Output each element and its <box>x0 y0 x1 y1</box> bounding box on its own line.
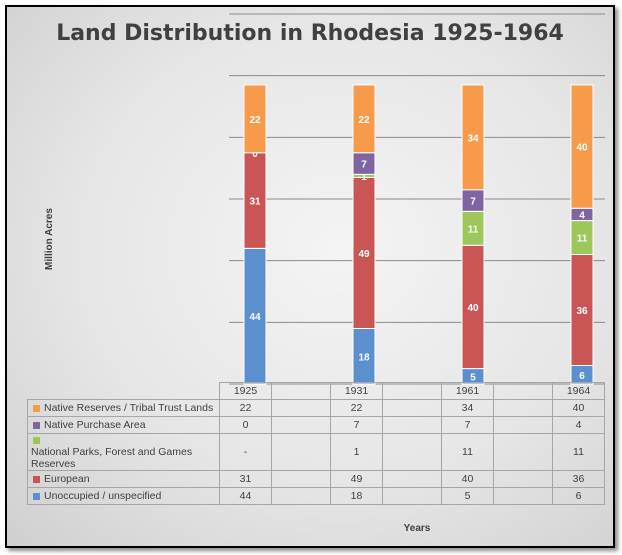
table-spacer <box>493 470 553 488</box>
data-label: 18 <box>358 352 370 363</box>
legend-swatch <box>33 492 40 500</box>
data-label: 31 <box>249 197 261 208</box>
table-spacer <box>271 487 331 505</box>
data-label: 7 <box>361 160 367 171</box>
bar-segment <box>352 84 376 154</box>
table-row: Native Reserves / Tribal Trust Lands 22 22… <box>27 399 605 417</box>
table-cell: 18 <box>330 487 383 505</box>
legend-swatch <box>33 421 40 429</box>
category-label: 1925 <box>219 382 272 400</box>
legend-swatch <box>33 436 40 444</box>
series-legend-cell: Native Reserves / Tribal Trust Lands <box>27 399 220 417</box>
table-spacer <box>382 399 442 417</box>
table-spacer <box>382 382 442 400</box>
table-cell: 11 <box>441 433 494 471</box>
table-spacer <box>493 382 553 400</box>
series-name: National Parks, Forest and Games Reserve… <box>31 446 193 470</box>
table-spacer <box>271 399 331 417</box>
category-label: 1931 <box>330 382 383 400</box>
chart-frame: Land Distribution in Rhodesia 1925-1964 … <box>5 5 615 548</box>
data-label: 6 <box>579 371 585 382</box>
chart-title: Land Distribution in Rhodesia 1925-1964 <box>56 21 564 46</box>
table-cell: 6 <box>552 487 605 505</box>
data-label: 4 <box>579 210 585 221</box>
table-spacer <box>493 416 553 434</box>
table-spacer <box>493 399 553 417</box>
legend-swatch <box>33 475 40 483</box>
bar-segment <box>570 84 594 209</box>
table-corner <box>28 383 220 400</box>
x-axis-label: Years <box>403 523 431 534</box>
data-label: 11 <box>468 224 479 235</box>
data-table: 1925 1931 1961 1964 Native Reserves / Tribal… <box>27 382 605 505</box>
category-label: 1961 <box>441 382 494 400</box>
table-cell: 1 <box>330 433 383 471</box>
data-label: 36 <box>576 306 588 317</box>
series-legend-cell: Unoccupied / unspecified <box>27 487 220 505</box>
table-spacer <box>382 433 442 471</box>
table-spacer <box>382 487 442 505</box>
data-label: 22 <box>249 115 261 126</box>
table-cell: 0 <box>219 416 272 434</box>
legend-swatch <box>33 404 40 412</box>
table-spacer <box>493 433 553 471</box>
data-label: 40 <box>576 143 588 154</box>
table-row: Native Purchase Area 0 7 7 4 <box>27 416 605 434</box>
table-spacer <box>271 470 331 488</box>
data-label: 49 <box>358 249 370 260</box>
data-label: 40 <box>467 303 479 314</box>
table-cell: 22 <box>330 399 383 417</box>
bar-segment <box>243 84 267 154</box>
table-cell: - <box>219 433 272 471</box>
table-cell: 7 <box>441 416 494 434</box>
table-cell: 7 <box>330 416 383 434</box>
data-label: 34 <box>467 133 479 144</box>
data-label: 44 <box>249 312 261 323</box>
series-legend-cell: European <box>27 470 220 488</box>
data-label: 22 <box>358 115 370 126</box>
table-cell: 40 <box>552 399 605 417</box>
table-header-row: 1925 1931 1961 1964 <box>28 382 605 400</box>
data-label: 5 <box>470 372 476 383</box>
table-cell: 34 <box>441 399 494 417</box>
table-cell: 49 <box>330 470 383 488</box>
table-cell: 44 <box>219 487 272 505</box>
table-cell: 4 <box>552 416 605 434</box>
table-cell: 5 <box>441 487 494 505</box>
series-name: Native Reserves / Tribal Trust Lands <box>44 402 214 415</box>
series-name: Unoccupied / unspecified <box>44 490 162 503</box>
series-legend-cell: National Parks, Forest and Games Reserve… <box>27 433 220 471</box>
table-spacer <box>271 382 331 400</box>
data-label: 1 <box>361 172 367 183</box>
table-row: European 31 49 40 36 <box>27 470 605 488</box>
data-label: 0 <box>252 149 258 160</box>
table-spacer <box>382 416 442 434</box>
table-cell: 31 <box>219 470 272 488</box>
table-spacer <box>382 470 442 488</box>
table-spacer <box>271 416 331 434</box>
series-legend-cell: Native Purchase Area <box>27 416 220 434</box>
table-row: National Parks, Forest and Games Reserve… <box>27 433 605 471</box>
table-row: Unoccupied / unspecified 44 18 5 6 <box>27 487 605 505</box>
table-cell: 40 <box>441 470 494 488</box>
series-name: European <box>44 473 90 486</box>
bar-segment <box>461 84 485 191</box>
data-label: 7 <box>470 197 476 208</box>
data-label: 11 <box>577 234 588 245</box>
table-cell: 11 <box>552 433 605 471</box>
table-cell: 36 <box>552 470 605 488</box>
table-cell: 22 <box>219 399 272 417</box>
table-spacer <box>271 433 331 471</box>
series-name: Native Purchase Area <box>44 419 146 432</box>
category-label: 1964 <box>552 382 605 400</box>
table-spacer <box>493 487 553 505</box>
